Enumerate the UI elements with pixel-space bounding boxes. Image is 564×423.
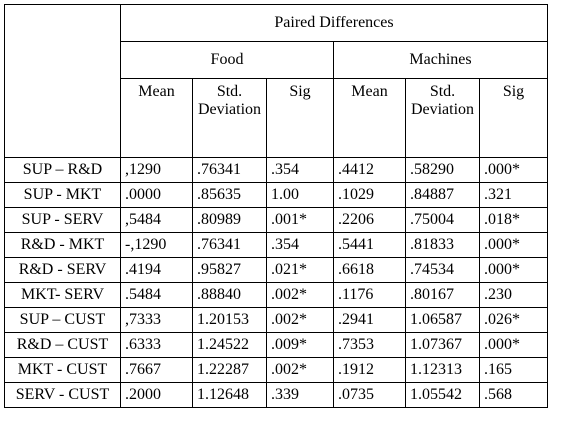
row-label: R&D - MKT bbox=[4, 232, 121, 258]
col-header-machines-mean: Mean bbox=[333, 78, 406, 158]
cell-machines-mean: .2206 bbox=[333, 207, 406, 233]
cell-food-mean: ,7333 bbox=[120, 307, 193, 333]
cell-food-sig: .002* bbox=[266, 282, 334, 308]
cell-machines-mean: .4412 bbox=[333, 157, 406, 183]
row-label: R&D - SERV bbox=[4, 257, 121, 283]
corner-cell bbox=[4, 4, 121, 42]
col-header-food-mean: Mean bbox=[120, 78, 193, 158]
cell-food-mean: .7667 bbox=[120, 357, 193, 383]
table-row: MKT- SERV .5484.88840.002* .1176.80167.230 bbox=[4, 282, 548, 308]
cell-food-sig: .354 bbox=[266, 157, 334, 183]
cell-machines-std-deviation: 1.05542 bbox=[405, 382, 480, 408]
cell-machines-sig: .230 bbox=[479, 282, 548, 308]
cell-machines-std-deviation: .84887 bbox=[405, 182, 480, 208]
cell-machines-sig: .000* bbox=[479, 257, 548, 283]
cell-food-mean: .0000 bbox=[120, 182, 193, 208]
cell-machines-std-deviation: .75004 bbox=[405, 207, 480, 233]
cell-machines-sig: .568 bbox=[479, 382, 548, 408]
col-header-food-std-deviation: Std. Deviation bbox=[192, 78, 267, 158]
cell-food-std-deviation: .76341 bbox=[192, 157, 267, 183]
header-row-top: Paired Differences bbox=[4, 4, 548, 42]
table-row: R&D - MKT -,1290.76341.354.5441.81833.000… bbox=[4, 232, 548, 258]
cell-machines-sig: .000* bbox=[479, 232, 548, 258]
paired-differences-table: Paired Differences Food Machines Mean St… bbox=[4, 4, 548, 408]
cell-food-sig: .339 bbox=[266, 382, 334, 408]
cell-machines-mean: .2941 bbox=[333, 307, 406, 333]
cell-food-std-deviation: .80989 bbox=[192, 207, 267, 233]
cell-machines-std-deviation: .80167 bbox=[405, 282, 480, 308]
paired-differences-header: Paired Differences bbox=[120, 4, 548, 42]
cell-machines-std-deviation: .81833 bbox=[405, 232, 480, 258]
row-label: R&D – CUST bbox=[4, 332, 121, 358]
group-header-machines: Machines bbox=[333, 41, 548, 79]
row-label: SUP – R&D bbox=[4, 157, 121, 183]
cell-food-sig: 1.00 bbox=[266, 182, 334, 208]
cell-machines-mean: .1029 bbox=[333, 182, 406, 208]
cell-machines-sig: .165 bbox=[479, 357, 548, 383]
row-label: SERV - CUST bbox=[4, 382, 121, 408]
table-row: SERV - CUST .2000 1.12648.339.0735 1.05542.… bbox=[4, 382, 548, 408]
cell-food-mean: ,5484 bbox=[120, 207, 193, 233]
cell-machines-mean: .6618 bbox=[333, 257, 406, 283]
header-row-columns: Mean Std. Deviation Sig Mean Std. Deviat… bbox=[4, 78, 548, 158]
table-body: SUP – R&D ,1290.76341.354.4412.58290.000*… bbox=[4, 157, 548, 408]
col-header-machines-sig: Sig bbox=[479, 78, 548, 158]
cell-machines-std-deviation: 1.12313 bbox=[405, 357, 480, 383]
cell-food-std-deviation: 1.12648 bbox=[192, 382, 267, 408]
cell-machines-mean: .1176 bbox=[333, 282, 406, 308]
cell-food-mean: -,1290 bbox=[120, 232, 193, 258]
table-row: SUP - MKT .0000.85635 1.00.1029.84887.321 bbox=[4, 182, 548, 208]
cell-food-std-deviation: 1.22287 bbox=[192, 357, 267, 383]
cell-machines-mean: .7353 bbox=[333, 332, 406, 358]
cell-machines-std-deviation: 1.07367 bbox=[405, 332, 480, 358]
cell-machines-std-deviation: .58290 bbox=[405, 157, 480, 183]
cell-food-mean: .5484 bbox=[120, 282, 193, 308]
cell-machines-sig: .000* bbox=[479, 332, 548, 358]
cell-food-mean: ,1290 bbox=[120, 157, 193, 183]
row-label: SUP - SERV bbox=[4, 207, 121, 233]
row-label: MKT - CUST bbox=[4, 357, 121, 383]
table-row: SUP - SERV ,5484.80989.001* .2206.75004.01… bbox=[4, 207, 548, 233]
cell-food-sig: .354 bbox=[266, 232, 334, 258]
cell-machines-std-deviation: 1.06587 bbox=[405, 307, 480, 333]
col-header-food-sig: Sig bbox=[266, 78, 334, 158]
row-label: SUP – CUST bbox=[4, 307, 121, 333]
cell-food-sig: .002* bbox=[266, 307, 334, 333]
cell-food-sig: .001* bbox=[266, 207, 334, 233]
row-label: MKT- SERV bbox=[4, 282, 121, 308]
cell-machines-std-deviation: .74534 bbox=[405, 257, 480, 283]
cell-machines-sig: .018* bbox=[479, 207, 548, 233]
group-header-food: Food bbox=[120, 41, 334, 79]
cell-machines-mean: .5441 bbox=[333, 232, 406, 258]
row-label: SUP - MKT bbox=[4, 182, 121, 208]
cell-machines-mean: .1912 bbox=[333, 357, 406, 383]
header-row-groups: Food Machines bbox=[4, 41, 548, 79]
table-row: R&D – CUST .6333 1.24522.009* .7353 1.07367.… bbox=[4, 332, 548, 358]
table-row: SUP – CUST ,7333 1.20153.002* .2941 1.06587.… bbox=[4, 307, 548, 333]
cell-food-mean: .4194 bbox=[120, 257, 193, 283]
cell-food-mean: .6333 bbox=[120, 332, 193, 358]
cell-food-mean: .2000 bbox=[120, 382, 193, 408]
cell-machines-mean: .0735 bbox=[333, 382, 406, 408]
cell-food-sig: .009* bbox=[266, 332, 334, 358]
cell-food-std-deviation: 1.20153 bbox=[192, 307, 267, 333]
table-row: MKT - CUST .7667 1.22287.002* .1912 1.12313.… bbox=[4, 357, 548, 383]
cell-machines-sig: .321 bbox=[479, 182, 548, 208]
cell-food-std-deviation: .76341 bbox=[192, 232, 267, 258]
cell-food-sig: .002* bbox=[266, 357, 334, 383]
cell-food-std-deviation: .85635 bbox=[192, 182, 267, 208]
cell-food-std-deviation: .88840 bbox=[192, 282, 267, 308]
cell-machines-sig: .000* bbox=[479, 157, 548, 183]
cell-food-std-deviation: 1.24522 bbox=[192, 332, 267, 358]
corner-cell-3 bbox=[4, 78, 121, 158]
cell-food-sig: .021* bbox=[266, 257, 334, 283]
cell-machines-sig: .026* bbox=[479, 307, 548, 333]
corner-cell-2 bbox=[4, 41, 121, 79]
table-row: SUP – R&D ,1290.76341.354.4412.58290.000* bbox=[4, 157, 548, 183]
cell-food-std-deviation: .95827 bbox=[192, 257, 267, 283]
col-header-machines-std-deviation: Std. Deviation bbox=[405, 78, 480, 158]
table-row: R&D - SERV .4194.95827.021* .6618.74534.00… bbox=[4, 257, 548, 283]
